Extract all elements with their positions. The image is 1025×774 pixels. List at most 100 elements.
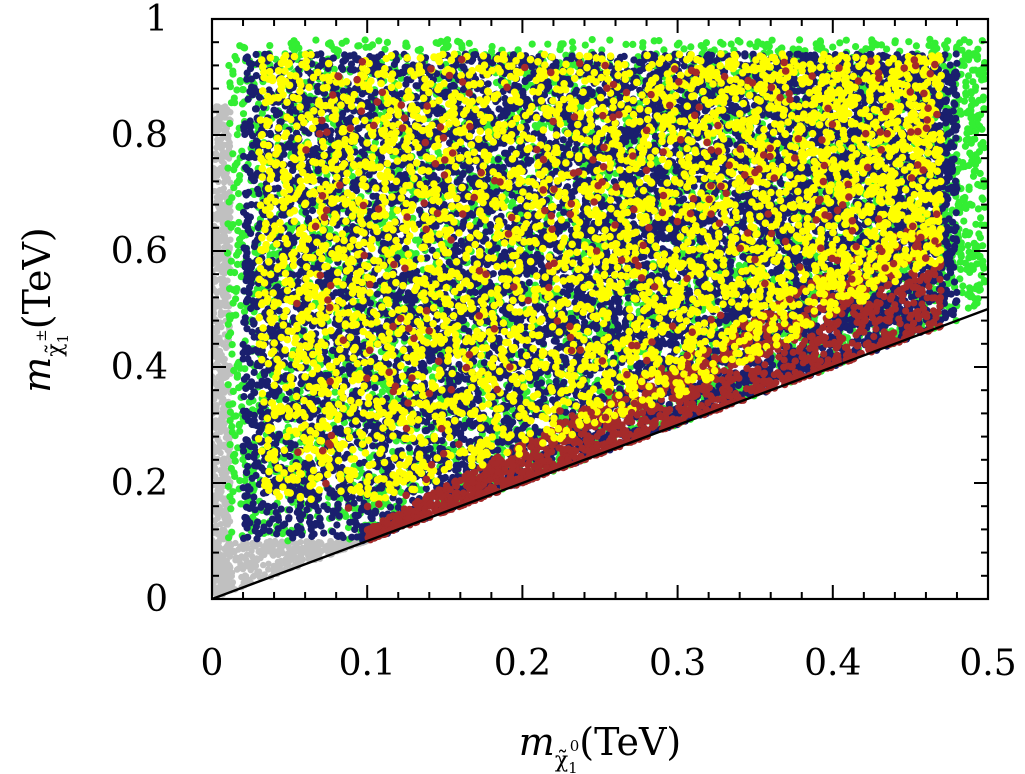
grey-point <box>217 530 225 537</box>
grey-point <box>222 153 230 160</box>
green-point <box>891 39 899 47</box>
green-point <box>226 417 234 425</box>
grey-point <box>222 569 230 576</box>
green-point <box>569 44 577 52</box>
grey-point <box>271 539 278 546</box>
grey-point <box>213 151 220 158</box>
green-point <box>829 43 837 51</box>
green-point <box>236 77 244 85</box>
grey-point <box>219 212 227 220</box>
grey-point <box>237 563 245 571</box>
grey-point <box>221 374 228 381</box>
green-point <box>239 110 248 118</box>
grey-point <box>268 545 275 552</box>
grey-point <box>212 117 219 124</box>
green-point <box>606 36 614 44</box>
green-point <box>225 332 233 340</box>
green-point <box>974 45 982 53</box>
green-point <box>228 497 236 505</box>
green-point <box>233 131 241 139</box>
grey-point <box>228 541 235 548</box>
green-point <box>231 457 239 465</box>
grey-point <box>222 302 229 310</box>
grey-point <box>218 311 226 318</box>
grey-point <box>288 549 295 557</box>
green-point <box>836 39 844 47</box>
grey-point <box>214 487 221 494</box>
grey-point <box>256 548 263 555</box>
grey-point <box>220 340 227 347</box>
grey-point <box>225 237 232 244</box>
grey-point <box>218 268 225 276</box>
grey-point <box>218 413 225 420</box>
grey-point <box>213 288 220 295</box>
grey-point <box>214 355 222 362</box>
grey-point <box>216 139 224 146</box>
grey-point <box>212 300 219 308</box>
grey-point <box>217 558 224 566</box>
green-point <box>979 195 987 204</box>
green-point <box>227 505 235 513</box>
grey-point <box>215 263 222 270</box>
green-point <box>883 45 891 53</box>
green-point <box>229 221 237 229</box>
green-point <box>719 40 727 48</box>
grey-point <box>241 543 248 550</box>
grey-point <box>220 110 227 117</box>
green-point <box>905 38 913 46</box>
green-point <box>968 96 976 104</box>
grey-point <box>232 557 239 564</box>
grey-point <box>221 510 229 518</box>
green-point <box>383 38 391 47</box>
green-point <box>961 142 970 150</box>
grey-point <box>231 548 238 556</box>
green-point <box>232 412 240 420</box>
grey-point <box>217 275 225 282</box>
green-point <box>568 38 577 46</box>
grey-point <box>252 562 260 569</box>
grey-point <box>221 389 228 396</box>
green-point <box>962 78 970 86</box>
green-point <box>965 183 973 191</box>
grey-point <box>223 141 230 149</box>
grey-point <box>224 177 231 184</box>
green-point <box>964 72 973 80</box>
data-points <box>212 35 988 599</box>
green-point <box>225 534 233 542</box>
grey-point <box>254 568 261 575</box>
grey-point <box>323 544 330 552</box>
grey-point <box>221 455 228 462</box>
green-point <box>622 40 630 49</box>
grey-point <box>248 553 256 560</box>
grey-point <box>260 561 267 569</box>
grey-point <box>309 539 316 546</box>
grey-point <box>215 550 223 557</box>
green-point <box>312 36 320 44</box>
grey-point <box>216 236 223 244</box>
green-point <box>964 241 972 250</box>
green-point <box>226 83 234 91</box>
green-point <box>629 40 637 49</box>
grey-point <box>220 284 227 291</box>
grey-point <box>217 521 224 528</box>
green-point <box>581 41 589 49</box>
green-point <box>226 441 234 449</box>
green-point <box>650 37 658 45</box>
grey-point <box>214 216 221 223</box>
grey-point <box>221 233 229 240</box>
green-point <box>230 166 238 174</box>
green-point <box>954 201 962 209</box>
green-point <box>912 42 921 50</box>
green-point <box>229 150 237 158</box>
grey-point <box>213 510 221 517</box>
green-point <box>234 190 243 198</box>
green-point <box>930 44 938 52</box>
green-point <box>227 257 235 265</box>
green-point <box>231 269 239 277</box>
grey-point <box>212 567 219 574</box>
green-point <box>230 184 238 192</box>
grey-point <box>220 185 227 192</box>
grey-point <box>269 551 276 558</box>
grey-point <box>263 539 271 546</box>
